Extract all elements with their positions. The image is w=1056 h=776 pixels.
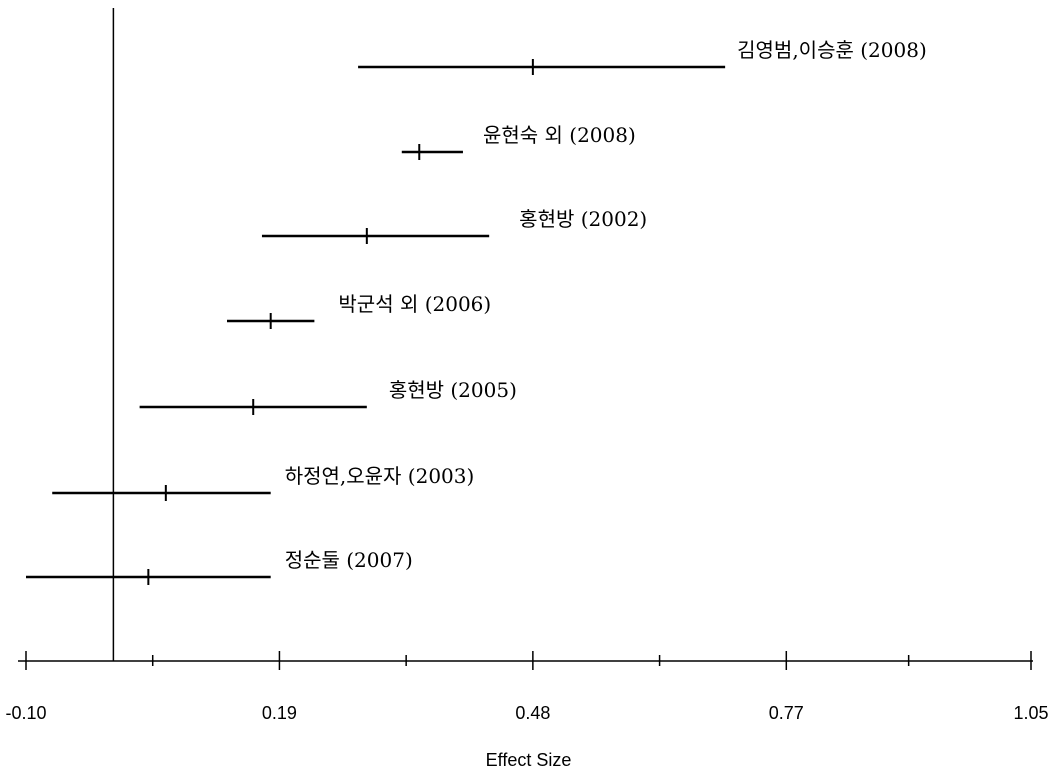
study-label: 박군석 외 (2006) [338,292,491,316]
study-label: 김영범,이승훈 (2008) [737,38,927,62]
study-label: 홍현방 (2005) [389,378,517,402]
study-row: 홍현방 (2005) [139,378,517,415]
study-row: 윤현숙 외 (2008) [401,123,636,160]
tick-label: 0.19 [262,703,297,723]
x-axis-title: Effect Size [486,750,572,770]
tick-label: 1.05 [1013,703,1048,723]
x-axis-ticks: -0.10 0.19 0.48 0.77 1.05 [5,651,1049,723]
study-row: 김영범,이승훈 (2008) [358,38,927,75]
study-row: 정순둘 (2007) [26,548,413,585]
tick-label: 0.77 [769,703,804,723]
study-label: 홍현방 (2002) [519,207,647,231]
study-row: 홍현방 (2002) [261,207,647,244]
tick-label: -0.10 [5,703,46,723]
study-label: 정순둘 (2007) [285,548,413,572]
study-label: 윤현숙 외 (2008) [483,123,636,147]
tick-label: 0.48 [515,703,550,723]
study-row: 박군석 외 (2006) [227,292,491,329]
study-row: 하정연,오윤자 (2003) [52,464,474,501]
study-label: 하정연,오윤자 (2003) [285,464,475,488]
studies-layer: 김영범,이승훈 (2008) 윤현숙 외 (2008) 홍현방 (2002) 박군석 … [26,38,927,585]
